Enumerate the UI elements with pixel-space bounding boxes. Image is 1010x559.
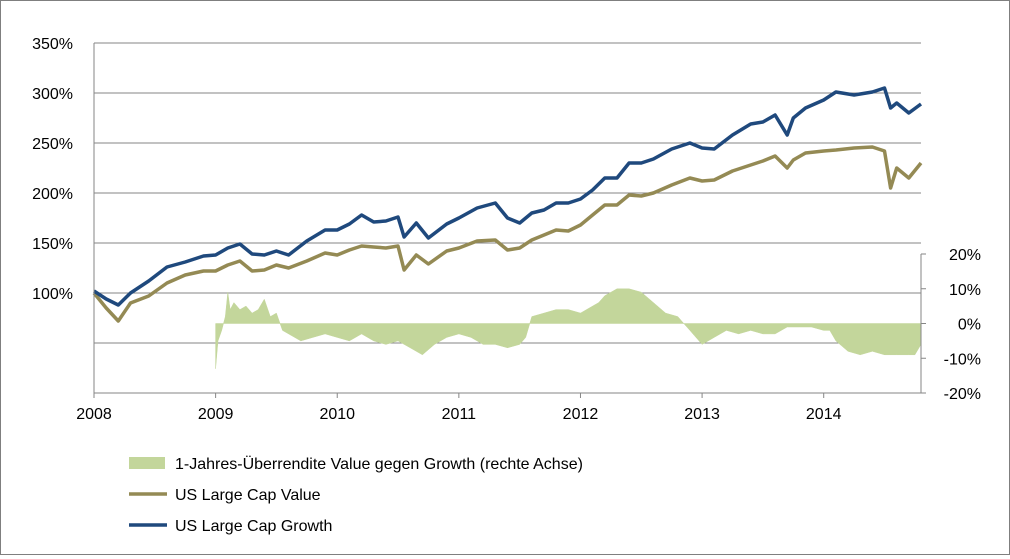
growth-series-line <box>93 86 923 307</box>
legend-label: US Large Cap Growth <box>175 518 332 535</box>
right-tick-label: -10% <box>944 351 981 368</box>
right-tick-label: -20% <box>944 386 981 403</box>
legend-label: US Large Cap Value <box>175 487 321 504</box>
right-tick-label: 0% <box>958 317 981 334</box>
grid-lines <box>94 42 921 344</box>
left-tick-label: 300% <box>32 86 73 103</box>
left-tick-label: 100% <box>32 286 73 303</box>
x-tick-label: 2014 <box>806 406 842 423</box>
excess-return-area-path <box>215 288 922 369</box>
left-tick-label: 250% <box>32 136 73 153</box>
right-tick-label: 20% <box>949 247 981 264</box>
right-tick-label: 10% <box>949 282 981 299</box>
left-axis-ticks: 100% 150% 200% 250% 300% 350% <box>32 36 73 303</box>
x-tick-label: 2008 <box>76 406 112 423</box>
x-tick-label: 2011 <box>442 406 477 423</box>
left-tick-label: 200% <box>32 186 73 203</box>
right-axis-ticks: 20% 10% 0% -10% -20% <box>921 247 981 403</box>
value-series-line <box>92 145 923 323</box>
left-tick-label: 150% <box>32 236 73 253</box>
x-tick-label: 2013 <box>684 406 720 423</box>
x-axis-ticks: 2008 2009 2010 2011 2012 2013 2014 <box>76 393 842 423</box>
x-tick-label: 2009 <box>198 406 234 423</box>
legend-label: 1-Jahres-Überrendite Value gegen Growth … <box>175 455 583 473</box>
series-lines <box>92 86 923 323</box>
left-tick-label: 350% <box>32 36 73 53</box>
legend: 1-Jahres-Überrendite Value gegen Growth … <box>129 455 583 535</box>
legend-swatch-area <box>129 457 165 469</box>
excess-return-area <box>215 288 922 369</box>
x-tick-label: 2010 <box>319 406 355 423</box>
x-tick-label: 2012 <box>563 406 599 423</box>
